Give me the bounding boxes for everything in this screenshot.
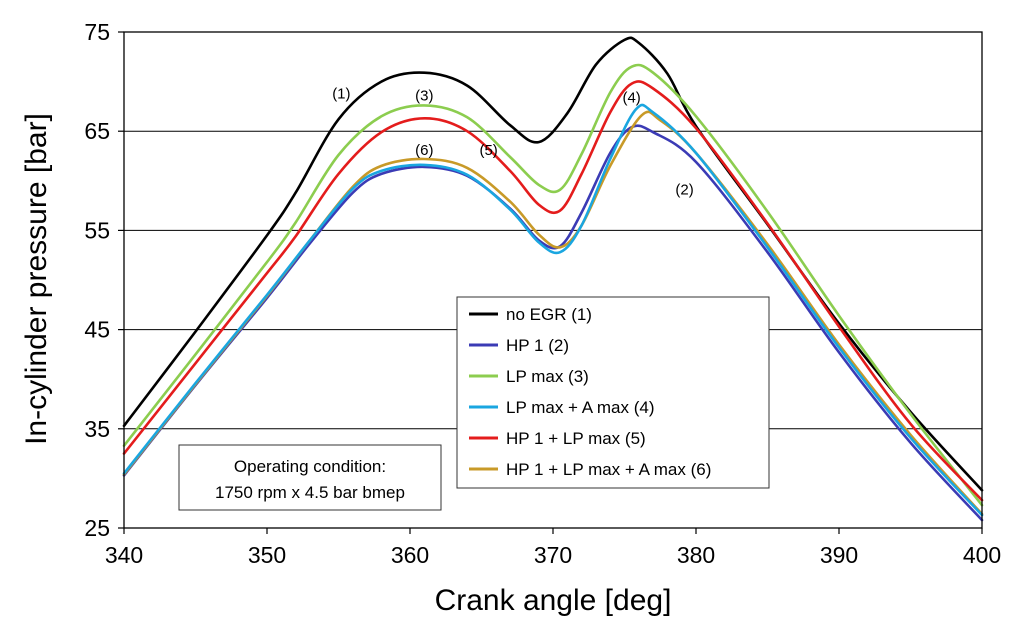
legend: no EGR (1) HP 1 (2) LP max (3) LP max + A m…	[456, 296, 770, 489]
y-tick-label: 75	[84, 19, 110, 45]
x-tick-label: 340	[105, 542, 143, 568]
operating-condition-line-1: Operating condition:	[234, 457, 386, 476]
curve-annotation: (3)	[415, 87, 433, 104]
x-tick-label: 370	[534, 542, 572, 568]
legend-box	[456, 296, 770, 489]
x-tick-label: 360	[391, 542, 429, 568]
legend-label: HP 1 (2)	[506, 336, 569, 355]
operating-condition-frame	[178, 444, 442, 511]
legend-label: LP max + A max (4)	[506, 398, 655, 417]
y-tick-label: 45	[84, 317, 110, 343]
operating-condition-line-2: 1750 rpm x 4.5 bar bmep	[215, 483, 405, 502]
legend-label: no EGR (1)	[506, 305, 592, 324]
x-tick-label: 400	[963, 542, 1001, 568]
series-line-3	[122, 63, 984, 507]
x-tick-label: 390	[820, 542, 858, 568]
y-tick-label: 55	[84, 217, 110, 243]
series-line-5	[122, 80, 984, 502]
curve-annotation: (1)	[332, 85, 350, 102]
tick-labels: 25 35 45 55 65 75 340 350 360 370 380 390 400	[84, 19, 1001, 568]
legend-label: HP 1 + LP max + A max (6)	[506, 460, 711, 479]
series-lines	[122, 36, 984, 522]
x-axis-title: Crank angle [deg]	[435, 584, 672, 617]
y-tick-label: 35	[84, 416, 110, 442]
curve-annotation: (2)	[675, 182, 693, 199]
y-tick-label: 65	[84, 118, 110, 144]
y-tick-label: 25	[84, 515, 110, 541]
curve-annotation: (4)	[622, 89, 640, 106]
curve-annotation: (5)	[479, 142, 497, 159]
curve-annotations: (1) (3) (4) (6) (5) (2)	[332, 85, 694, 198]
legend-label: HP 1 + LP max (5)	[506, 429, 646, 448]
curve-annotation: (6)	[415, 142, 433, 159]
series-line-4	[122, 103, 984, 517]
x-tick-label: 350	[248, 542, 286, 568]
y-axis-title: In-cylinder pressure [bar]	[20, 113, 53, 445]
legend-label: LP max (3)	[506, 367, 589, 386]
x-tick-label: 380	[677, 542, 715, 568]
operating-condition-box: Operating condition: 1750 rpm x 4.5 bar …	[178, 444, 442, 511]
